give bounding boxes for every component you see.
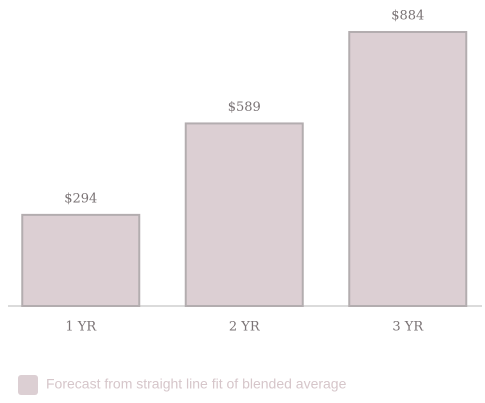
bar	[21, 213, 141, 307]
value-label: $294	[64, 191, 97, 206]
legend-swatch	[18, 375, 38, 395]
x-tick-label: 1 YR	[65, 320, 97, 335]
x-tick-label: 3 YR	[392, 320, 424, 335]
legend-label: Forecast from straight line fit of blend…	[46, 376, 347, 392]
bar	[348, 31, 468, 307]
bar	[184, 122, 304, 308]
value-label: $884	[391, 9, 424, 24]
x-tick-label: 2 YR	[229, 320, 261, 335]
value-label: $589	[228, 100, 261, 115]
